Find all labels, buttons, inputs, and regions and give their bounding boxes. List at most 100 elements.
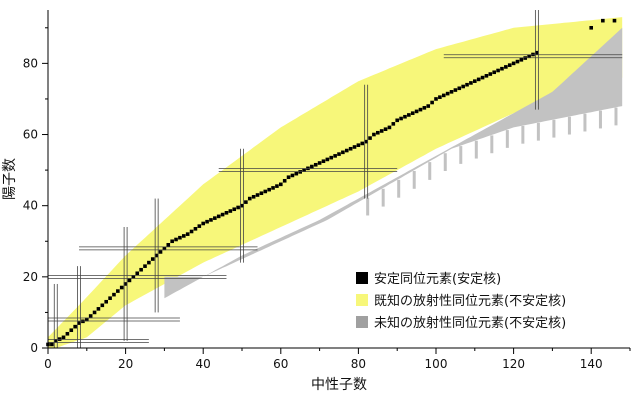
unknown-isotope-fringe <box>428 162 432 180</box>
stable-isotope-point <box>135 271 140 276</box>
stable-isotope-point <box>147 260 151 265</box>
stable-isotope-point <box>422 106 427 110</box>
stable-isotope-point <box>116 289 120 293</box>
stable-isotope-point <box>174 237 178 242</box>
stable-isotope-point <box>461 84 465 89</box>
axes <box>42 10 631 354</box>
stable-isotope-point <box>209 218 213 222</box>
stable-isotope-point <box>612 18 617 23</box>
y-tick-label: 60 <box>23 128 38 142</box>
stable-isotope-point <box>601 18 605 23</box>
stable-isotope-point <box>232 207 237 212</box>
stable-isotope-point <box>236 205 240 210</box>
stable-isotope-point <box>376 130 380 135</box>
legend-label: 既知の放射性同位元素(不安定核) <box>374 293 566 309</box>
stable-isotope-point <box>399 116 403 121</box>
stable-isotope-point <box>286 175 291 180</box>
stable-isotope-point <box>337 152 341 156</box>
stable-isotope-point <box>445 91 450 96</box>
stable-isotope-point <box>154 253 159 258</box>
y-tick-label: 20 <box>23 270 38 284</box>
stable-isotope-point <box>193 227 198 231</box>
unknown-isotope-fringe <box>536 122 540 141</box>
stable-isotope-point <box>527 54 531 59</box>
stable-isotope-point <box>77 321 81 325</box>
stable-isotope-point <box>465 82 469 87</box>
legend-label: 安定同位元素(安定核) <box>374 272 501 287</box>
stable-isotope-point <box>143 264 147 268</box>
stable-isotope-point <box>434 97 438 101</box>
stable-isotope-point <box>504 65 508 69</box>
legend-swatch <box>356 272 368 284</box>
stable-isotope-point <box>313 162 318 167</box>
stable-isotope-point <box>271 186 275 190</box>
stable-isotope-point <box>228 209 233 213</box>
unknown-isotope-fringe <box>598 110 602 129</box>
stable-isotope-point <box>240 203 244 208</box>
stable-isotope-point <box>325 157 330 162</box>
unknown-isotope-fringe <box>567 116 571 135</box>
stable-isotope-point <box>407 113 411 117</box>
stable-isotope-point <box>251 194 256 199</box>
stable-isotope-point <box>302 168 306 172</box>
stable-isotope-point <box>469 81 473 85</box>
x-tick-label: 140 <box>580 357 603 371</box>
stable-isotope-point <box>589 25 593 30</box>
stable-isotope-point <box>387 125 392 130</box>
stable-isotope-point <box>185 232 190 236</box>
x-tick-label: 40 <box>196 357 211 371</box>
stable-isotope-point <box>224 211 229 215</box>
magic-number-lines <box>48 10 623 348</box>
y-tick-label: 80 <box>23 56 38 70</box>
stable-isotope-point <box>379 129 384 133</box>
stable-isotope-point <box>69 328 74 333</box>
stable-isotope-point <box>364 139 368 144</box>
stable-isotope-point <box>372 132 376 137</box>
stable-isotope-point <box>356 143 361 147</box>
stable-isotope-point <box>216 214 221 219</box>
unknown-isotope-fringe <box>412 170 416 189</box>
unknown-isotope-fringe <box>583 113 587 132</box>
stable-isotope-point <box>492 70 496 75</box>
stable-isotope-point <box>507 63 512 67</box>
unknown-isotope-fringe <box>490 135 494 154</box>
stable-isotope-point <box>65 331 70 336</box>
stable-isotope-point <box>333 154 337 158</box>
stable-isotope-point <box>182 234 186 238</box>
x-axis-title: 中性子数 <box>311 377 367 393</box>
legend-swatch <box>356 294 368 306</box>
stable-isotopes <box>46 18 617 347</box>
stable-isotope-point <box>317 161 322 165</box>
stable-isotope-point <box>119 285 124 290</box>
stable-isotope-point <box>391 122 396 126</box>
stable-isotope-point <box>73 324 77 329</box>
unknown-isotope-fringe <box>552 119 556 138</box>
y-tick-label: 40 <box>23 199 38 213</box>
stable-isotope-point <box>158 250 163 254</box>
stable-isotope-point <box>108 296 112 300</box>
stable-isotope-point <box>275 184 279 188</box>
stable-isotope-point <box>197 224 202 228</box>
stable-isotope-point <box>352 145 357 149</box>
stable-isotope-point <box>205 219 209 224</box>
stable-isotope-point <box>438 95 442 99</box>
stable-isotope-point <box>449 90 454 94</box>
stable-isotope-point <box>496 68 500 73</box>
legend-swatch <box>356 316 368 328</box>
stable-isotope-point <box>344 148 349 153</box>
unknown-isotope-fringe <box>459 146 463 164</box>
stable-isotope-point <box>383 127 388 131</box>
stable-isotope-point <box>282 178 287 183</box>
stable-isotope-point <box>294 171 299 176</box>
stable-isotope-point <box>100 303 105 308</box>
stable-isotope-point <box>500 66 504 71</box>
stable-isotope-point <box>457 86 462 91</box>
legend-label: 未知の放射性同位元素(不安定核) <box>374 315 566 331</box>
stable-isotope-point <box>259 191 264 196</box>
stable-isotope-point <box>484 74 489 78</box>
unknown-isotope-fringe <box>366 197 370 216</box>
stable-isotope-point <box>139 267 143 272</box>
stable-isotope-point <box>170 239 174 244</box>
isotope-regions <box>48 17 623 348</box>
